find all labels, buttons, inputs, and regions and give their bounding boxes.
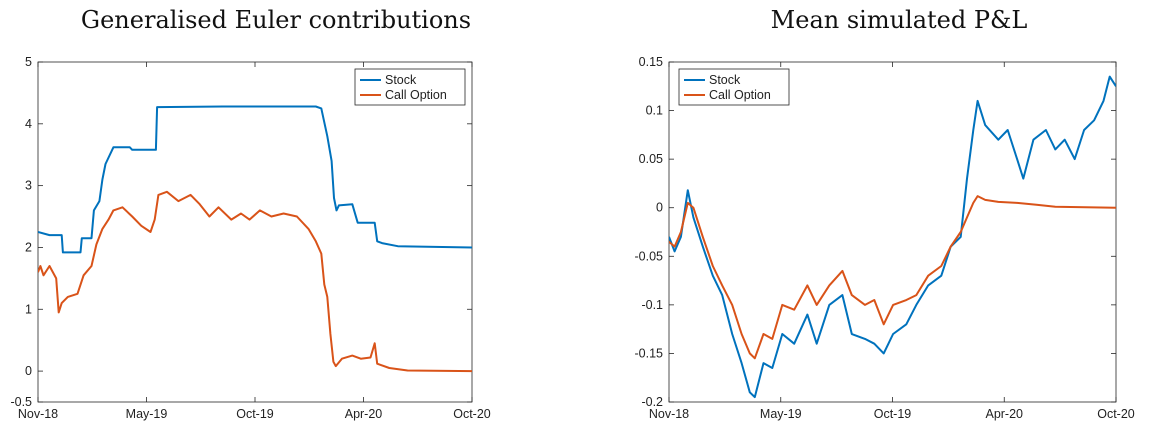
chart-plot-area: -0.2 -0.15 -0.1 -0.05 0 0.05 0.1 0.15 Nov-18 May-…: [635, 55, 1135, 421]
y-tick-label: 3: [25, 179, 32, 193]
y-tick-label: 0.1: [646, 104, 663, 118]
chart-title: Mean simulated P&L: [770, 6, 1028, 34]
y-tick-label: -0.5: [10, 395, 32, 409]
legend-box: [678, 68, 790, 106]
x-tick-label: Nov-18: [18, 407, 58, 421]
y-tick-label: 0.15: [639, 55, 663, 69]
axes-frame: [668, 61, 1117, 403]
series-line-call-option: [38, 190, 472, 373]
y-tick-label: 1: [25, 302, 32, 316]
legend-label: Call Option: [385, 88, 447, 102]
x-tick-label: Oct-20: [453, 407, 491, 421]
y-tick-label: 0: [656, 201, 663, 215]
series-line-call-option: [669, 195, 1116, 360]
y-tick-label: -0.1: [641, 298, 663, 312]
y-tick-label: 0: [25, 364, 32, 378]
x-tick-label: Oct-20: [1097, 407, 1135, 421]
x-tick-label: Apr-20: [345, 407, 383, 421]
x-tick-label: Oct-19: [874, 407, 912, 421]
chart-plot-area: -0.5 0 1 2 3 4 5 Nov-18 May-19 Oct-19 Apr-20 Oct-20…: [10, 55, 491, 421]
legend-box: [354, 68, 466, 106]
y-tick-label: -0.15: [635, 346, 664, 360]
legend-label: Stock: [709, 73, 741, 87]
series-line-stock: [38, 105, 472, 254]
x-tick-label: May-19: [760, 407, 802, 421]
series-line-stock: [669, 75, 1116, 399]
x-tick-label: May-19: [126, 407, 168, 421]
y-tick-label: 2: [25, 240, 32, 254]
y-tick-label: 0.05: [639, 152, 663, 166]
y-tick-label: -0.05: [635, 249, 664, 263]
chart-title: Generalised Euler contributions: [80, 6, 472, 34]
legend-label: Stock: [385, 73, 417, 87]
y-tick-label: -0.2: [641, 395, 663, 409]
x-tick-label: Nov-18: [649, 407, 689, 421]
legend-label: Call Option: [709, 88, 771, 102]
y-tick-label: 5: [25, 55, 32, 69]
x-tick-label: Apr-20: [985, 407, 1023, 421]
y-tick-label: 4: [25, 117, 32, 131]
x-tick-label: Oct-19: [236, 407, 274, 421]
axes-frame: [37, 61, 473, 403]
